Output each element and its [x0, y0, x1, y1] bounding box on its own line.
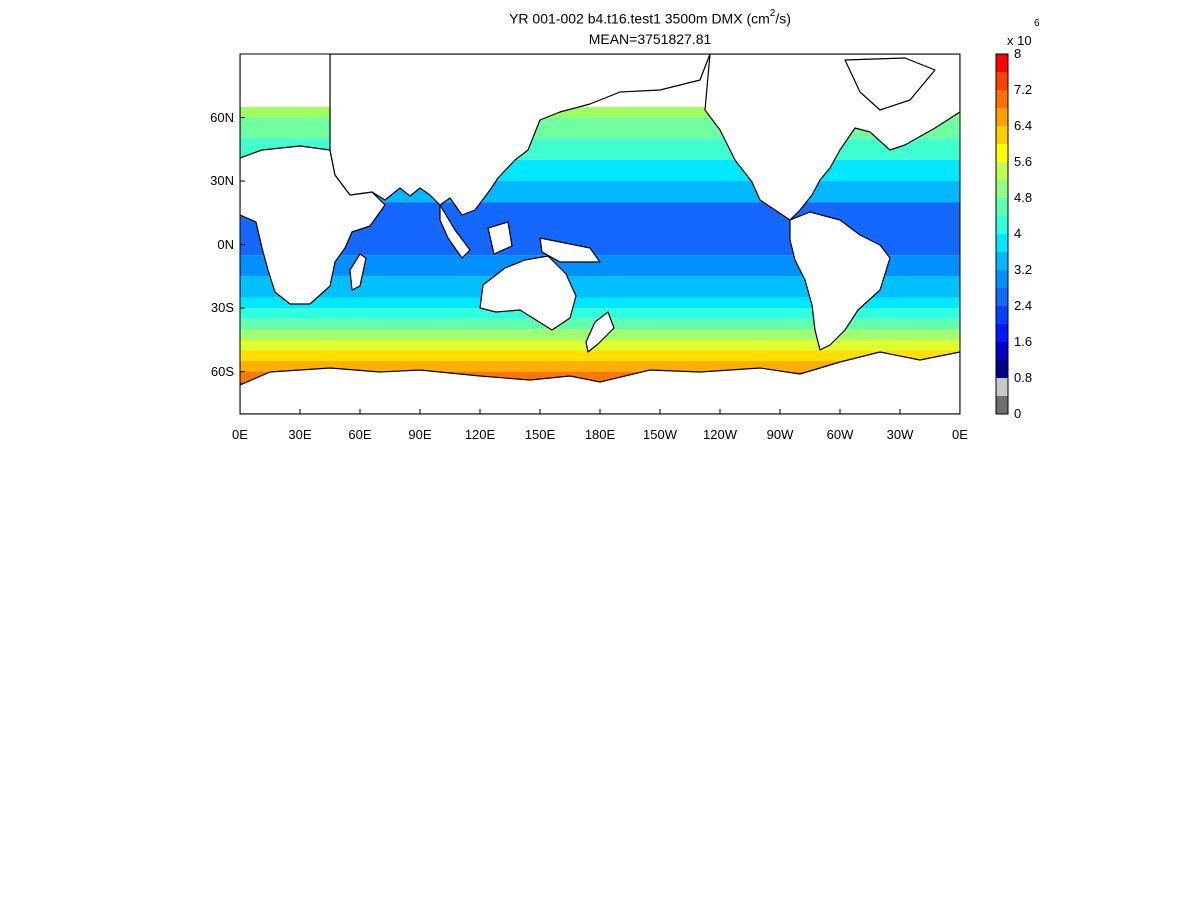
lat-label-30S: 30S: [210, 300, 234, 316]
title-units-power: 2: [769, 8, 776, 19]
colorbar: [995, 53, 1009, 415]
lon-label-4: 120E: [464, 427, 496, 442]
land-new-zealand: [585, 311, 615, 353]
colorbar-label-2: 6.4: [1014, 118, 1033, 133]
colorbar-label-6: 3.2: [1014, 262, 1033, 277]
colorbar-exponent-power: 6: [1034, 18, 1040, 29]
lon-label-0: 0E: [232, 427, 248, 442]
colorbar-bin-16: [996, 108, 1008, 126]
figure-title: YR 001-002 b4.t16.test1 3500m DMX (cm2/s…: [509, 8, 791, 27]
land-masses: [240, 54, 960, 414]
colorbar-label-4: 4.8: [1014, 190, 1033, 205]
lon-label-9: 90W: [766, 427, 794, 442]
colorbar-frame: [995, 53, 1009, 415]
colorbar-label-9: 0.8: [1014, 370, 1033, 385]
colorbar-label-5: 4: [1014, 226, 1022, 241]
lat-label-30N: 30N: [210, 173, 234, 189]
colorbar-exponent-base: x 10: [1007, 33, 1032, 48]
land-borneo: [487, 221, 513, 255]
ocean-band-8: [240, 297, 960, 309]
colorbar-bin-8: [996, 252, 1008, 270]
land-antarctica: [240, 351, 960, 414]
colorbar-label-10: 0: [1014, 406, 1022, 421]
ocean-band-9: [240, 308, 960, 319]
ocean-band-15: [240, 371, 960, 383]
lat-ticks: [240, 117, 245, 373]
lat-label-60N: 60N: [210, 109, 234, 125]
lon-label-7: 150W: [643, 427, 677, 442]
colorbar-label-1: 7.2: [1014, 82, 1033, 97]
colorbar-bin-9: [996, 234, 1008, 252]
lon-label-8: 120W: [703, 427, 737, 442]
ocean-band-13: [240, 350, 960, 362]
colorbar-bin-0: [996, 396, 1008, 414]
colorbar-bin-11: [996, 198, 1008, 216]
ocean-band-6: [240, 255, 960, 277]
colorbar-bin-10: [996, 216, 1008, 234]
lon-label-12: 0E: [952, 427, 968, 442]
colorbar-label-7: 2.4: [1014, 298, 1033, 313]
ocean-band-12: [240, 339, 960, 351]
lat-label-0N: 0N: [217, 236, 234, 252]
lon-label-2: 60E: [348, 427, 372, 442]
land-africa-eurasia: [240, 54, 386, 305]
land-indochina: [439, 204, 471, 259]
colorbar-label-3: 5.6: [1014, 154, 1033, 169]
colorbar-bin-5: [996, 306, 1008, 324]
lat-label-60S: 60S: [210, 363, 234, 379]
colorbar-bin-14: [996, 144, 1008, 162]
lon-label-11: 30W: [886, 427, 914, 442]
figure-subtitle: MEAN=3751827.81: [588, 31, 712, 47]
lon-label-3: 90E: [408, 427, 432, 442]
colorbar-bin-17: [996, 90, 1008, 108]
ocean-band-14: [240, 361, 960, 372]
land-madagascar: [349, 253, 367, 291]
land-australia: [479, 255, 577, 331]
ocean-band-0: [240, 106, 960, 118]
colorbar-bin-19: [996, 54, 1008, 72]
colorbar-bin-13: [996, 162, 1008, 180]
lon-label-10: 60W: [826, 427, 854, 442]
lon-label-6: 180E: [584, 427, 616, 442]
colorbar-bin-12: [996, 180, 1008, 198]
colorbar-label-8: 1.6: [1014, 334, 1033, 349]
lon-ticks: [239, 409, 961, 414]
land-asia: [329, 54, 711, 216]
colorbar-bin-2: [996, 360, 1008, 378]
colorbar-bin-3: [996, 342, 1008, 360]
ocean-band-7: [240, 276, 960, 298]
colorbar-bin-18: [996, 72, 1008, 90]
colorbar-bin-4: [996, 324, 1008, 342]
land-new-guinea: [539, 237, 601, 263]
land-greenland: [844, 57, 936, 111]
colorbar-label-0: 8: [1014, 46, 1022, 61]
colorbar-bin-15: [996, 126, 1008, 144]
colorbar-bin-1: [996, 378, 1008, 396]
colorbar-bin-7: [996, 270, 1008, 288]
lon-label-5: 150E: [524, 427, 556, 442]
lon-label-1: 30E: [288, 427, 312, 442]
colorbar-bin-6: [996, 288, 1008, 306]
land-south-america: [789, 211, 891, 351]
